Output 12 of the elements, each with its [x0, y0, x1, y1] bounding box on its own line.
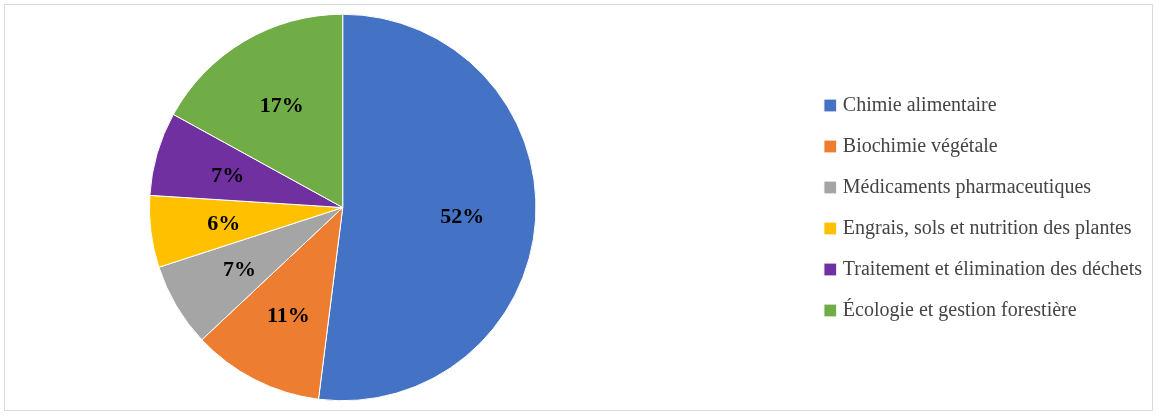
legend-label: Écologie et gestion forestière [842, 298, 1077, 321]
data-label: 52% [440, 202, 485, 228]
data-label: 7% [211, 161, 245, 187]
legend-label: Engrais, sols et nutrition des plantes [842, 216, 1132, 239]
data-label: 7% [223, 256, 257, 282]
legend-label: Traitement et élimination des déchets [842, 257, 1142, 280]
data-label: 6% [207, 210, 241, 236]
legend-label: Chimie alimentaire [842, 93, 997, 116]
legend-label: Biochimie végétale [842, 134, 998, 157]
data-label: 17% [259, 91, 304, 117]
legend-label: Médicaments pharmaceutiques [842, 175, 1092, 198]
data-label: 11% [266, 301, 310, 327]
